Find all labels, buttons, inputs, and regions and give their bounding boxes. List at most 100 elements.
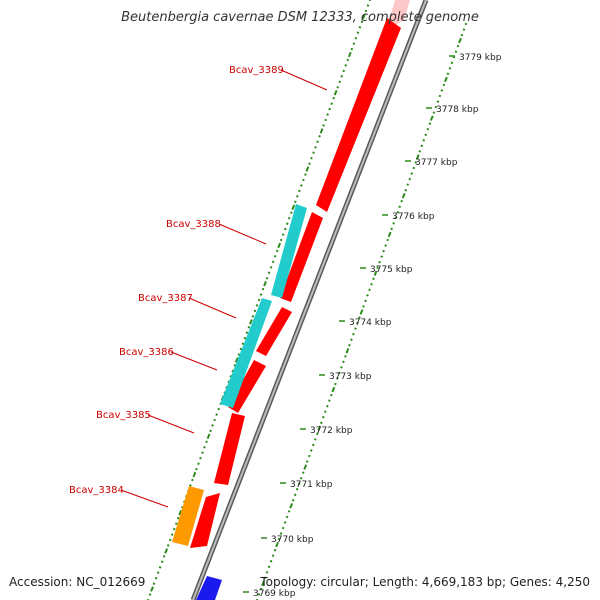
gc-tick-outer — [305, 460, 309, 463]
gc-tick-outer — [285, 515, 289, 519]
gene-leader-line — [120, 489, 169, 508]
gc-tick-outer — [275, 541, 279, 548]
gene-arrow-7 — [190, 493, 220, 548]
gc-tick-inner — [319, 128, 324, 134]
gc-tick-outer — [387, 231, 392, 238]
gc-tick-inner — [241, 342, 245, 345]
gene-leader-line — [218, 223, 267, 245]
gc-tick-outer — [394, 216, 397, 220]
gc-tick-inner — [326, 113, 329, 116]
gc-tick-inner — [347, 51, 352, 58]
gc-tick-inner — [298, 189, 301, 193]
gc-tick-inner — [354, 36, 358, 40]
gc-tick-inner — [164, 548, 169, 554]
gc-tick-inner — [332, 96, 335, 100]
gc-tick-outer — [352, 332, 355, 336]
gc-tick-inner — [156, 571, 160, 575]
scale-label: 3775 kbp — [370, 265, 413, 275]
gc-tick-inner — [300, 184, 303, 187]
gc-tick-outer — [406, 183, 410, 186]
gc-tick-outer — [362, 305, 365, 308]
gc-tick-inner — [217, 407, 220, 411]
gc-tick-outer — [311, 443, 315, 447]
gc-tick-outer — [313, 438, 317, 441]
gene-arrow-4 — [256, 307, 292, 356]
gene-arrow-3 — [280, 212, 323, 302]
gc-tick-inner — [281, 233, 285, 236]
gc-tick-inner — [308, 162, 311, 165]
gene-label: Bcav_3385 — [96, 410, 151, 421]
gc-tick-outer — [295, 487, 299, 491]
gc-tick-outer — [269, 559, 273, 563]
accession-text: Accession: NC_012669 — [9, 575, 146, 589]
gc-tick-outer — [336, 377, 339, 380]
gc-tick-outer — [428, 122, 432, 125]
gc-tick-inner — [172, 527, 176, 531]
gc-tick-inner — [330, 102, 333, 105]
gc-tick-inner — [215, 413, 218, 416]
gc-tick-inner — [206, 433, 211, 440]
gc-tick-outer — [338, 371, 341, 375]
gc-tick-inner — [350, 47, 354, 51]
gc-tick-outer — [345, 348, 350, 354]
gc-tick-outer — [426, 127, 430, 131]
gc-tick-inner — [366, 4, 370, 7]
gc-tick-inner — [336, 85, 340, 89]
gc-tick-inner — [328, 107, 331, 111]
scale-label: 3770 kbp — [271, 535, 314, 545]
gc-tick-outer — [307, 454, 311, 458]
backbone-highlight — [192, 0, 427, 600]
gc-tick-outer — [331, 386, 336, 393]
gc-tick-outer — [422, 139, 426, 142]
gc-tick-inner — [154, 576, 158, 580]
scale-label: 3778 kbp — [436, 105, 479, 115]
gc-tick-outer — [324, 410, 327, 413]
gc-tick-outer — [303, 464, 308, 470]
gc-tick-inner — [247, 325, 251, 329]
gc-tick-outer — [376, 266, 379, 269]
gc-tick-inner — [322, 124, 325, 127]
gc-tick-inner — [234, 357, 239, 363]
gc-tick-outer — [340, 366, 343, 369]
gene-leader-line — [170, 351, 218, 371]
gc-tick-inner — [211, 424, 214, 427]
gc-tick-outer — [400, 199, 403, 203]
gc-tick-outer — [438, 94, 442, 98]
gc-tick-outer — [344, 355, 347, 358]
gc-tick-outer — [373, 270, 378, 276]
gc-tick-inner — [152, 582, 156, 585]
scale-label: 3777 kbp — [415, 158, 458, 168]
gc-tick-outer — [261, 580, 265, 587]
gc-tick-outer — [390, 227, 393, 231]
gc-tick-inner — [273, 255, 277, 258]
gc-tick-inner — [302, 178, 305, 182]
gc-tick-outer — [418, 150, 422, 153]
gc-tick-outer — [287, 510, 291, 513]
gene-label: Bcav_3387 — [138, 293, 193, 304]
gc-tick-outer — [364, 299, 367, 303]
gc-tick-outer — [384, 244, 387, 247]
gc-tick-outer — [281, 526, 285, 530]
gc-tick-outer — [259, 587, 263, 591]
gc-tick-inner — [259, 293, 263, 296]
gc-tick-outer — [322, 415, 325, 419]
gc-tick-outer — [334, 382, 337, 386]
gc-tick-outer — [359, 309, 364, 315]
gc-tick-outer — [398, 205, 401, 209]
gc-tick-outer — [462, 28, 466, 31]
gc-tick-inner — [360, 20, 364, 24]
gc-tick-inner — [148, 593, 152, 596]
gc-tick-inner — [192, 471, 197, 478]
gc-tick-outer — [315, 432, 319, 436]
gc-tick-outer — [326, 404, 329, 408]
gc-tick-inner — [170, 533, 174, 536]
scale-label: 3769 kbp — [253, 589, 296, 599]
scale-ruler: 3779 kbp 3778 kbp 3777 kbp 3776 kbp 3775 kbp… — [243, 53, 502, 599]
scale-label: 3771 kbp — [290, 480, 333, 490]
map-title: Beutenbergia cavernae DSM 12333, complet… — [121, 10, 479, 25]
gc-tick-outer — [289, 503, 294, 509]
gc-tick-inner — [271, 260, 275, 264]
gc-tick-inner — [213, 418, 216, 422]
gc-tick-inner — [191, 478, 194, 482]
scale-label: 3774 kbp — [349, 318, 392, 328]
